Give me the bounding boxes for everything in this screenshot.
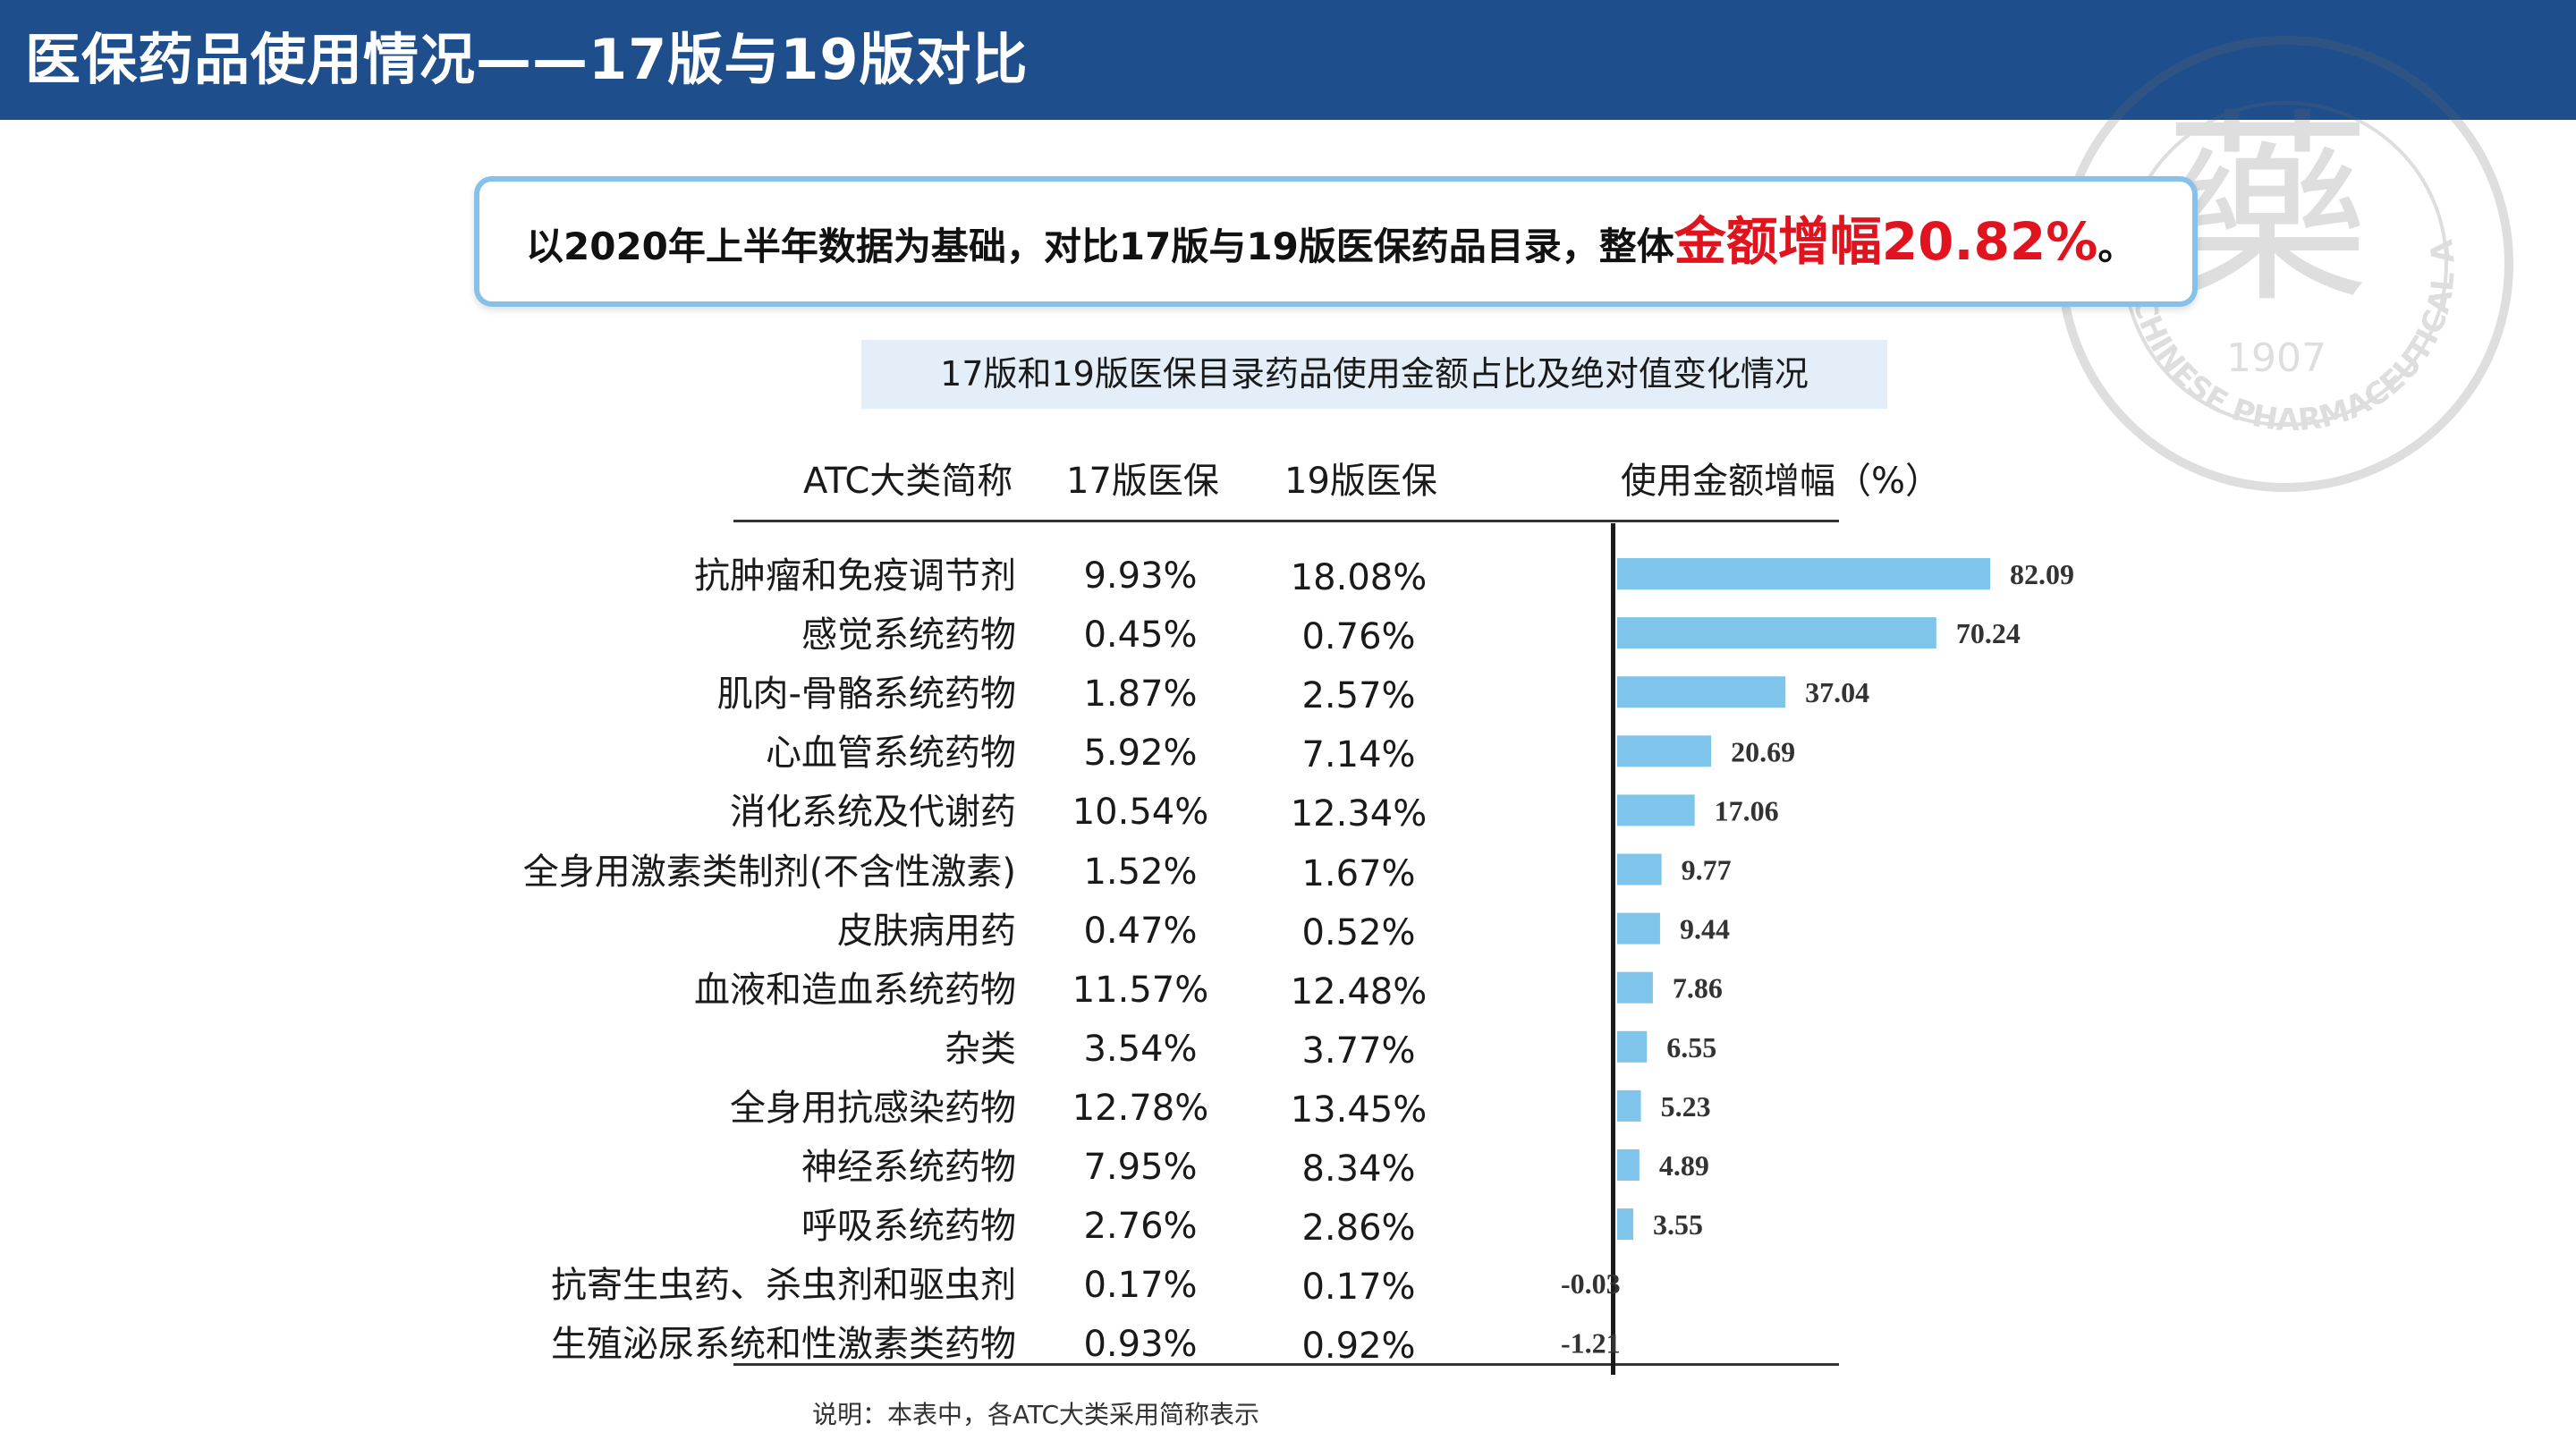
summary-end: 。	[2097, 225, 2136, 268]
growth-data-label: 4.89	[1659, 1149, 1709, 1182]
share-19-value: 7.14%	[1301, 734, 1416, 775]
share-17-value: 0.17%	[1083, 1265, 1198, 1306]
growth-bar	[1617, 853, 1662, 886]
summary-box: 以2020年上半年数据为基础，对比17版与19版医保药品目录，整体金额增幅20.…	[474, 176, 2198, 307]
share-17-value: 0.93%	[1083, 1324, 1198, 1365]
category-cell: 神经系统药物	[801, 1147, 1016, 1188]
share-19-value: 0.52%	[1301, 912, 1416, 953]
bar-chart-zero-axis	[1611, 523, 1615, 1375]
growth-bar	[1617, 912, 1660, 945]
table-top-rule	[733, 520, 1839, 522]
share-19-value: 12.48%	[1290, 971, 1428, 1013]
growth-bar	[1617, 1089, 1641, 1122]
share-19-value: 13.45%	[1290, 1089, 1428, 1131]
growth-data-label: 9.77	[1682, 854, 1732, 886]
share-17-value: 0.47%	[1083, 911, 1198, 952]
category-cell: 呼吸系统药物	[801, 1206, 1016, 1247]
share-19-value: 0.17%	[1301, 1267, 1416, 1308]
growth-data-label: 7.86	[1673, 972, 1723, 1004]
column-header-growth: 使用金额增幅（%）	[1621, 461, 1942, 502]
growth-bar	[1617, 617, 1936, 649]
share-17-value: 3.54%	[1083, 1029, 1198, 1070]
share-19-value: 3.77%	[1301, 1030, 1416, 1072]
share-17-value: 1.52%	[1083, 852, 1198, 893]
category-cell: 抗寄生虫药、杀虫剂和驱虫剂	[551, 1265, 1016, 1306]
share-19-value: 0.92%	[1301, 1326, 1416, 1367]
category-cell: 杂类	[945, 1029, 1016, 1070]
category-cell: 血液和造血系统药物	[694, 970, 1016, 1011]
share-17-value: 1.87%	[1083, 674, 1198, 715]
share-17-value: 0.45%	[1083, 614, 1198, 656]
seal-year: 1907	[2226, 335, 2326, 381]
category-cell: 消化系统及代谢药	[730, 792, 1016, 833]
share-17-value: 9.93%	[1083, 555, 1198, 597]
column-header-category: ATC大类简称	[803, 461, 1013, 502]
summary-lead: 以2020年上半年数据为基础，对比17版与19版医保药品目录，整体	[526, 225, 1674, 268]
table-title-band: 17版和19版医保目录药品使用金额占比及绝对值变化情况	[861, 340, 1887, 409]
growth-data-label: 5.23	[1661, 1090, 1711, 1123]
category-cell: 心血管系统药物	[766, 733, 1016, 774]
growth-bar	[1617, 1149, 1640, 1181]
column-header-17: 17版医保	[1066, 461, 1219, 502]
association-seal-watermark: 藥 1907 CHINESE PHARMACEUTICAL ASSOCIATIO…	[2053, 31, 2513, 492]
share-17-value: 5.92%	[1083, 733, 1198, 774]
share-17-value: 10.54%	[1072, 792, 1209, 833]
growth-bar	[1617, 971, 1653, 1004]
growth-bar	[1617, 1208, 1634, 1241]
share-17-value: 7.95%	[1083, 1147, 1198, 1188]
growth-data-label: 17.06	[1715, 794, 1779, 826]
growth-bar	[1617, 794, 1695, 826]
growth-data-label: 6.55	[1666, 1031, 1716, 1063]
share-17-value: 12.78%	[1072, 1088, 1209, 1129]
category-cell: 全身用抗感染药物	[730, 1088, 1016, 1129]
summary-text: 以2020年上半年数据为基础，对比17版与19版医保药品目录，整体金额增幅20.…	[526, 182, 2135, 301]
category-cell: 皮肤病用药	[837, 911, 1016, 952]
category-cell: 感觉系统药物	[801, 614, 1016, 656]
page-title: 医保药品使用情况——17版与19版对比	[25, 27, 1029, 92]
share-19-value: 18.08%	[1290, 557, 1428, 598]
share-19-value: 2.57%	[1301, 675, 1416, 716]
share-17-value: 2.76%	[1083, 1206, 1198, 1247]
category-cell: 抗肿瘤和免疫调节剂	[694, 555, 1016, 597]
share-19-value: 2.86%	[1301, 1208, 1416, 1249]
category-cell: 生殖泌尿系统和性激素类药物	[551, 1324, 1016, 1365]
share-17-value: 11.57%	[1072, 970, 1209, 1011]
share-19-value: 1.67%	[1301, 853, 1416, 894]
growth-data-label: 37.04	[1805, 676, 1869, 708]
growth-bar	[1617, 676, 1786, 708]
summary-highlight: 金额增幅20.82%	[1674, 211, 2098, 272]
category-cell: 全身用激素类制剂(不含性激素)	[522, 852, 1016, 893]
growth-bar	[1617, 558, 1991, 589]
growth-data-label: 82.09	[2010, 558, 2074, 590]
share-19-value: 0.76%	[1301, 616, 1416, 657]
table-bottom-rule	[733, 1363, 1839, 1366]
table-title: 17版和19版医保目录药品使用金额占比及绝对值变化情况	[940, 354, 1809, 394]
share-19-value: 12.34%	[1290, 793, 1428, 835]
growth-bar	[1617, 1030, 1648, 1063]
growth-bar	[1617, 735, 1712, 767]
growth-data-label: 3.55	[1653, 1208, 1703, 1241]
footnote: 说明：本表中，各ATC大类采用简称表示	[812, 1400, 1259, 1429]
category-cell: 肌肉-骨骼系统药物	[716, 674, 1016, 715]
share-19-value: 8.34%	[1301, 1148, 1416, 1190]
seal-character: 藥	[2165, 92, 2370, 331]
growth-data-label: 70.24	[1956, 617, 2021, 649]
growth-data-label: 20.69	[1731, 735, 1795, 767]
growth-data-label: 9.44	[1680, 913, 1730, 945]
column-header-19: 19版医保	[1284, 461, 1437, 502]
header-bar: 医保药品使用情况——17版与19版对比	[0, 0, 2576, 120]
